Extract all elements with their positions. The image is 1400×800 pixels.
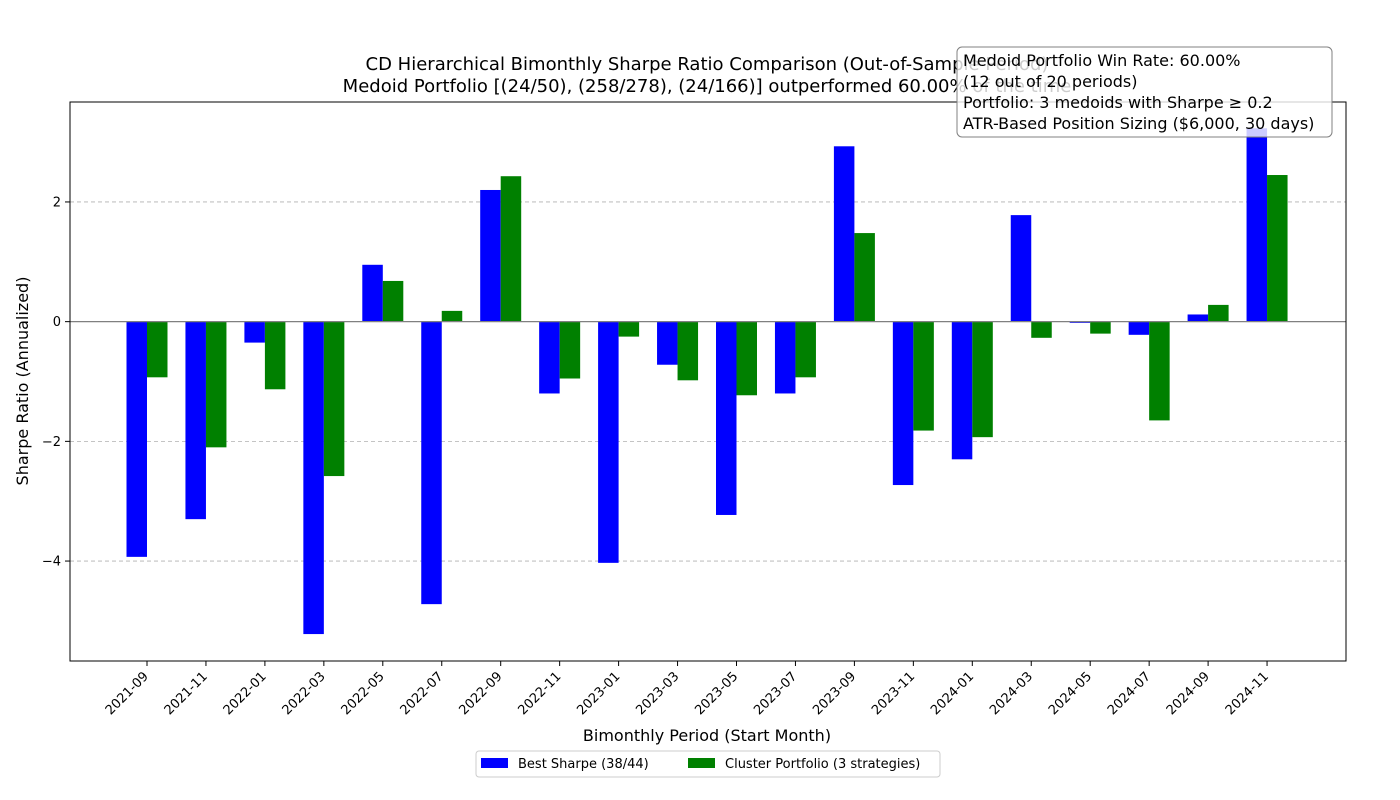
x-tick-label: 2022-07 <box>398 669 447 718</box>
bar-best-sharpe <box>303 321 324 635</box>
bar-cluster-portfolio <box>736 321 757 396</box>
x-tick-label: 2022-03 <box>280 669 329 718</box>
x-tick-label: 2024-07 <box>1105 669 1154 718</box>
legend: Best Sharpe (38/44) Cluster Portfolio (3… <box>475 750 941 778</box>
bar-best-sharpe <box>126 321 147 557</box>
bar-cluster-portfolio <box>264 321 286 390</box>
annotation-line: (12 out of 20 periods) <box>963 72 1137 91</box>
x-tick-label: 2022-09 <box>457 669 506 718</box>
bar-cluster-portfolio <box>205 321 227 448</box>
legend-label-best-sharpe: Best Sharpe (38/44) <box>518 757 649 772</box>
chart-title: CD Hierarchical Bimonthly Sharpe Ratio C… <box>366 54 1049 75</box>
legend-label-cluster-portfolio: Cluster Portfolio (3 strategies) <box>725 757 920 772</box>
bar-cluster-portfolio <box>913 321 934 431</box>
win-rate-annotation: Medoid Portfolio Win Rate: 60.00% (12 ou… <box>956 46 1333 138</box>
bar-best-sharpe <box>1187 314 1209 322</box>
bar-cluster-portfolio <box>147 321 168 378</box>
x-tick-label: 2023-09 <box>810 669 859 718</box>
x-tick-label: 2022-01 <box>221 669 270 718</box>
bar-best-sharpe <box>480 189 501 322</box>
bar-best-sharpe <box>1246 128 1268 322</box>
bar-best-sharpe <box>1010 215 1032 322</box>
bar-cluster-portfolio <box>1031 321 1052 338</box>
x-tick-label: 2021-11 <box>162 669 211 718</box>
legend-swatch-cluster-portfolio <box>688 758 715 768</box>
x-tick-label: 2022-05 <box>339 669 388 718</box>
bar-best-sharpe <box>833 146 855 322</box>
bar-best-sharpe <box>421 321 442 605</box>
annotation-line: ATR-Based Position Sizing ($6,000, 30 da… <box>963 114 1314 133</box>
bar-cluster-portfolio <box>972 321 993 438</box>
x-tick-label: 2023-03 <box>633 669 682 718</box>
bar-cluster-portfolio <box>1267 175 1288 322</box>
bar-best-sharpe <box>185 321 206 520</box>
y-tick-label: −2 <box>42 435 61 450</box>
bar-best-sharpe <box>539 321 560 394</box>
x-axis-label: Bimonthly Period (Start Month) <box>583 726 831 745</box>
x-tick-label: 2023-01 <box>574 669 623 718</box>
x-tick-label: 2024-11 <box>1223 669 1272 718</box>
x-tick-label: 2023-05 <box>692 669 741 718</box>
x-tick-label: 2021-09 <box>103 669 152 718</box>
x-tick-label: 2023-11 <box>869 669 918 718</box>
bar-cluster-portfolio <box>500 176 522 322</box>
bar-best-sharpe <box>244 321 265 343</box>
x-tick-label: 2022-11 <box>515 669 564 718</box>
y-tick-label: 0 <box>53 315 61 330</box>
bar-cluster-portfolio <box>677 321 699 381</box>
bar-best-sharpe <box>362 264 383 322</box>
bar-best-sharpe <box>951 321 973 460</box>
annotation-line: Portfolio: 3 medoids with Sharpe ≥ 0.2 <box>963 93 1273 112</box>
bar-best-sharpe <box>657 321 678 365</box>
annotation-box-background <box>956 46 1333 138</box>
y-axis-ticks: −4 −2 0 2 <box>42 195 70 570</box>
bar-cluster-portfolio <box>795 321 816 378</box>
bar-cluster-portfolio <box>1208 304 1229 322</box>
y-tick-label: 2 <box>53 195 61 210</box>
bar-best-sharpe <box>716 321 737 515</box>
x-tick-label: 2024-01 <box>928 669 977 718</box>
bar-best-sharpe <box>598 321 619 563</box>
annotation-line: Medoid Portfolio Win Rate: 60.00% <box>963 51 1241 70</box>
legend-swatch-best-sharpe <box>481 758 508 768</box>
bar-cluster-portfolio <box>618 321 640 337</box>
plot-area-frame <box>69 101 1347 662</box>
bar-best-sharpe <box>774 321 796 394</box>
y-tick-label: −4 <box>42 555 61 570</box>
y-axis-label: Sharpe Ratio (Annualized) <box>13 277 32 486</box>
bar-cluster-portfolio <box>559 321 581 379</box>
chart-subtitle: Medoid Portfolio [(24/50), (258/278), (2… <box>343 76 1072 97</box>
bar-cluster-portfolio <box>382 280 404 322</box>
x-tick-label: 2023-07 <box>751 669 800 718</box>
x-tick-label: 2024-09 <box>1164 669 1213 718</box>
bars <box>126 128 1288 635</box>
bar-cluster-portfolio <box>323 321 345 477</box>
x-tick-label: 2024-03 <box>987 669 1036 718</box>
bar-best-sharpe <box>892 321 914 486</box>
bar-cluster-portfolio <box>1149 321 1170 421</box>
bar-cluster-portfolio <box>1090 321 1111 334</box>
bar-best-sharpe <box>1128 321 1150 335</box>
x-tick-label: 2024-05 <box>1046 669 1095 718</box>
x-axis-ticks: 2021-09 2021-11 2022-01 2022-03 2022-05 2022-… <box>103 661 1272 718</box>
bar-cluster-portfolio <box>441 310 463 322</box>
bar-cluster-portfolio <box>854 233 875 322</box>
